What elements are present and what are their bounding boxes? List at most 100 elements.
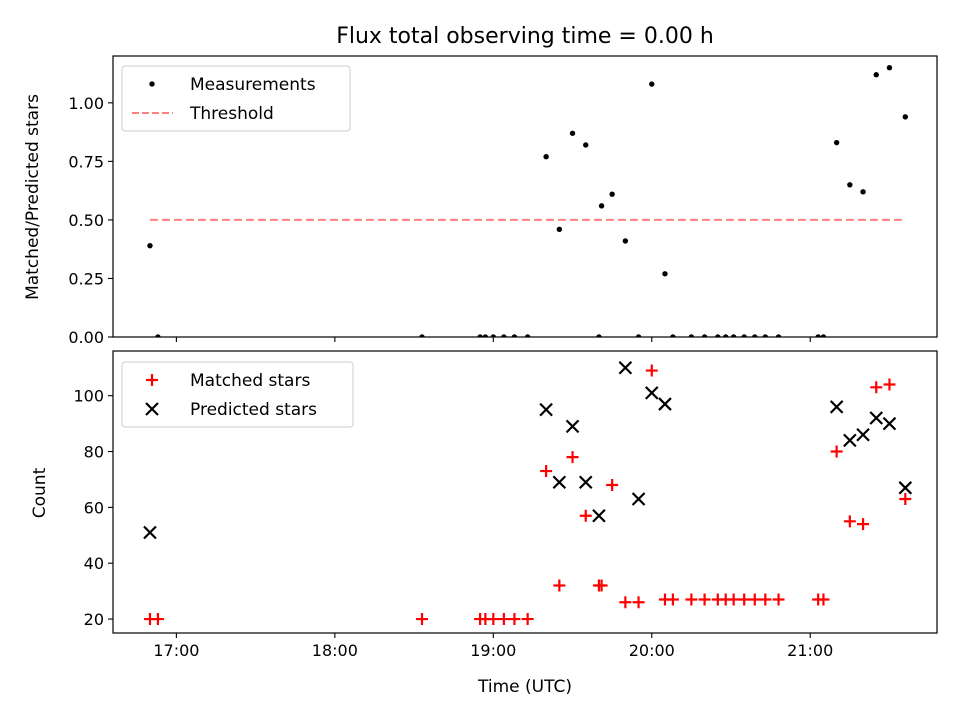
- legend-matched-label: Matched stars: [190, 371, 310, 391]
- chart-title: Flux total observing time = 0.00 h: [336, 24, 714, 49]
- predicted-stars-point: [882, 416, 897, 431]
- matched-stars-point: [685, 593, 698, 606]
- marks: [143, 360, 913, 626]
- measurement-point: [501, 334, 507, 337]
- y-tick-label: 0.50: [68, 211, 104, 230]
- measurement-point: [147, 242, 153, 249]
- y-tick-label: 80: [84, 443, 104, 462]
- matched-stars-point: [727, 593, 740, 606]
- measurement-point: [820, 334, 827, 337]
- measurement-point: [482, 334, 489, 337]
- matched-stars-point: [772, 593, 785, 606]
- matched-stars-point: [595, 579, 608, 592]
- predicted-stars-point: [843, 433, 857, 448]
- matched-stars-point: [151, 613, 164, 626]
- matched-stars-point: [899, 492, 912, 505]
- matched-stars-point: [553, 579, 566, 592]
- matched-stars-point: [817, 593, 830, 606]
- top-panel: 0.00 0.25 0.50 0.75 1.00 Matched/Predicted s…: [23, 55, 938, 347]
- predicted-stars-point: [644, 386, 659, 400]
- bottom-plot-area: [143, 360, 913, 626]
- predicted-stars-point: [618, 360, 633, 375]
- y-tick-label: 20: [84, 610, 104, 629]
- measurement-point: [524, 334, 531, 337]
- matched-stars-point: [540, 465, 553, 478]
- matched-stars-point: [857, 518, 870, 531]
- top-y-axis-label: Matched/Predicted stars: [23, 94, 43, 300]
- measurement-point: [723, 334, 729, 337]
- matched-stars-point: [666, 593, 679, 606]
- predicted-stars-point: [565, 419, 580, 434]
- matched-stars-point: [508, 613, 521, 626]
- measurement-point: [635, 334, 642, 337]
- legend-predicted-marker: [145, 402, 159, 416]
- predicted-stars-point: [552, 475, 567, 490]
- measurement-point: [775, 334, 782, 337]
- measurement-point: [622, 238, 629, 244]
- y-tick-label: 0.25: [68, 269, 104, 288]
- y-tick-label: 100: [73, 387, 104, 406]
- measurement-point: [569, 130, 576, 136]
- matched-stars-point: [748, 593, 761, 606]
- x-axis-label: Time (UTC): [477, 677, 572, 697]
- top-plot-area: [147, 65, 909, 337]
- measurement-point: [701, 334, 708, 337]
- measurement-point: [155, 334, 161, 337]
- matched-stars-point: [645, 364, 658, 377]
- measurement-point: [860, 189, 866, 195]
- matched-stars-point: [843, 515, 856, 528]
- bottom-legend-box: [121, 361, 354, 428]
- measurement-point: [833, 139, 840, 146]
- matched-stars-point: [619, 596, 632, 609]
- measurement-point: [511, 334, 518, 337]
- predicted-stars-point: [578, 475, 593, 490]
- matched-stars-point: [738, 593, 751, 606]
- measurement-point: [596, 334, 602, 337]
- axes-frame: [112, 55, 938, 338]
- measurement-point: [873, 72, 879, 78]
- predicted-stars-point: [592, 508, 606, 523]
- matched-stars-point: [698, 593, 711, 606]
- matched-stars-point: [579, 509, 592, 522]
- measurement-point: [715, 334, 721, 337]
- y-tick-label: 40: [84, 554, 104, 573]
- axes-frame: [112, 350, 938, 634]
- legend-matched-marker: [146, 374, 158, 386]
- measurement-point: [670, 334, 676, 337]
- measurement-point: [419, 334, 425, 337]
- matched-stars-point: [521, 613, 534, 626]
- matched-stars-point: [632, 596, 645, 609]
- x-tick-label: 19:00: [470, 641, 516, 660]
- top-legend: Measurements Threshold: [121, 65, 351, 132]
- legend-measurements-label: Measurements: [190, 75, 316, 95]
- predicted-stars-point: [539, 402, 553, 417]
- measurement-point: [688, 334, 695, 337]
- measurement-point: [847, 182, 853, 188]
- measurement-point: [730, 334, 737, 337]
- x-tick-label: 17:00: [153, 641, 199, 660]
- bottom-legend: Matched stars Predicted stars: [121, 361, 354, 428]
- legend-measurements-marker: [149, 81, 155, 87]
- x-tick-label: 18:00: [312, 641, 358, 660]
- matched-stars-point: [759, 593, 772, 606]
- measurement-point: [886, 65, 893, 71]
- measurement-point: [583, 142, 589, 148]
- matched-stars-point: [416, 613, 428, 626]
- y-tick-label: 0.00: [68, 328, 104, 347]
- predicted-stars-point: [658, 397, 672, 411]
- bottom-axes: 17:00 18:00 19:00 20:00 21:00 20 40 60 80 100: [73, 350, 938, 660]
- marks: [147, 65, 909, 337]
- measurement-point: [902, 114, 909, 120]
- measurement-point: [762, 334, 769, 337]
- measurement-point: [598, 203, 605, 209]
- matched-stars-point: [606, 479, 619, 492]
- x-tick-label: 20:00: [629, 641, 675, 660]
- legend-threshold-label: Threshold: [189, 104, 274, 124]
- matched-stars-point: [883, 378, 896, 391]
- measurement-point: [609, 191, 615, 197]
- measurement-point: [752, 334, 758, 337]
- matched-stars-point: [566, 451, 579, 464]
- measurement-point: [649, 81, 655, 87]
- measurement-point: [741, 334, 747, 337]
